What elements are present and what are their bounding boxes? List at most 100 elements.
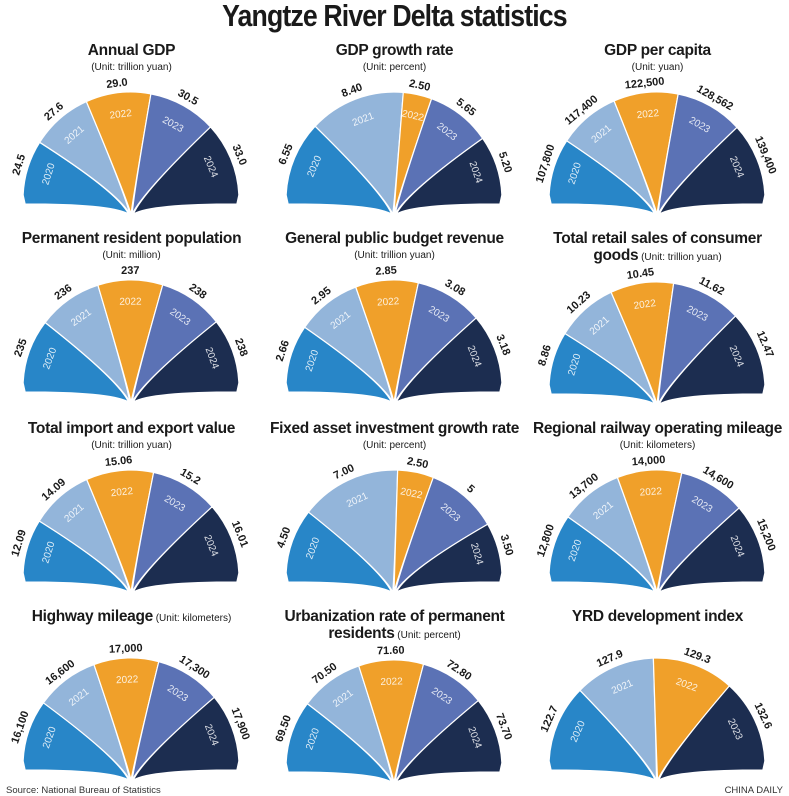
chart-title-text: GDP per capita xyxy=(604,42,711,59)
year-label: 2022 xyxy=(119,297,142,308)
fan-segment-2024 xyxy=(658,126,766,216)
year-label: 2022 xyxy=(377,296,400,309)
chart-unit: (Unit: million) xyxy=(102,250,161,261)
chart-unit: (Unit: yuan) xyxy=(631,62,684,73)
chart-title-text: Urbanization rate of permanent xyxy=(284,608,505,625)
value-label: 235 xyxy=(12,337,30,358)
chart-title: General public budget revenue xyxy=(263,230,526,247)
chart-panel: 2.66 2020 2.95 2021 2.85 2022 3.08 2023 3.18 2024… xyxy=(263,228,526,418)
chart-title-text: Highway mileage xyxy=(31,608,154,625)
chart-unit: (Unit: percent) xyxy=(394,630,461,641)
value-label: 2.50 xyxy=(408,78,432,94)
value-label: 2.85 xyxy=(375,264,397,277)
fan-chart: 12,800 202013,700202114,000202214,6002023… xyxy=(535,454,778,594)
chart-title: Permanent resident population xyxy=(0,230,263,247)
chart-unit: (Unit: trillion yuan) xyxy=(91,62,172,73)
value-label: 3.50 xyxy=(498,533,516,557)
chart-title: Total import and export value xyxy=(0,420,263,437)
year-label: 2022 xyxy=(399,486,423,501)
fan-segment-2024 xyxy=(132,696,240,782)
chart-panel: 24.5 2020 27.6 2021 29.0 2022 30.5 2023 33.0 2024… xyxy=(0,40,263,230)
credit-note: CHINA DAILY xyxy=(724,785,783,796)
chart-unit: (Unit: percent) xyxy=(362,62,427,73)
chart-title: Fixed asset investment growth rate xyxy=(263,420,526,437)
chart-title-text: Annual GDP xyxy=(87,42,176,59)
chart-title-text: GDP growth rate xyxy=(335,42,454,59)
year-label: 2022 xyxy=(380,676,403,688)
chart-title-text: YRD development index xyxy=(571,608,744,625)
chart-panel: 122.7 2020 127.9 2021 129.3 2022 132.6 2023 YRD … xyxy=(526,606,789,796)
chart-title-text: Regional railway operating mileage xyxy=(532,420,783,437)
value-label: 17,000 xyxy=(109,642,143,655)
value-label: 2.50 xyxy=(406,455,429,471)
chart-panel: 107,800 2020 117,400 2021 122,500 2022 128,562… xyxy=(526,40,789,230)
value-label: 71.60 xyxy=(377,645,405,658)
value-label: 29.0 xyxy=(106,77,129,91)
year-label: 2022 xyxy=(401,108,426,124)
fan-segment-2024 xyxy=(132,505,240,594)
chart-title: Regional railway operating mileage xyxy=(526,420,789,437)
chart-title: YRD development index xyxy=(526,608,789,625)
value-label: 8.86 xyxy=(536,344,554,368)
fan-segment-2024 xyxy=(394,137,503,216)
value-label: 122,500 xyxy=(624,75,665,91)
chart-title: Highway mileage (Unit: kilometers) xyxy=(0,608,263,627)
fan-segment-2024 xyxy=(394,523,503,594)
year-label: 2022 xyxy=(109,108,133,122)
fan-segment-2024 xyxy=(395,699,503,784)
chart-panel: 16,100 2020 16,600 2021 17,000 2022 17,300 2023… xyxy=(0,606,263,796)
chart-unit: (Unit: kilometers) xyxy=(619,440,696,451)
year-label: 2022 xyxy=(636,108,660,121)
chart-title-text: Fixed asset investment growth rate xyxy=(269,420,520,437)
chart-panel: 69.50 2020 70.50 2021 71.60 2022 72.80 2023 73.7… xyxy=(263,606,526,796)
year-label: 2022 xyxy=(116,674,139,686)
chart-title: Total retail sales of consumer goods (Uni… xyxy=(526,230,789,266)
fan-segment-2023 xyxy=(657,685,766,782)
chart-title-text: Permanent resident population xyxy=(21,230,242,247)
year-label: 2022 xyxy=(639,486,662,499)
value-label: 237 xyxy=(121,265,139,277)
value-label: 238 xyxy=(232,337,250,358)
value-label: 5 xyxy=(464,483,476,496)
year-label: 2022 xyxy=(110,486,134,499)
chart-unit: (Unit: percent) xyxy=(362,440,427,451)
fan-chart: 8.86 202010.23202110.45202211.62202312.47… xyxy=(536,266,776,406)
fan-segment-2024 xyxy=(658,507,766,594)
fan-chart: 107,800 2020117,4002021122,5002022128,562… xyxy=(534,75,778,216)
chart-title-text-line2: goods xyxy=(593,247,639,264)
value-label: 10.45 xyxy=(626,266,655,282)
chart-title-text: General public budget revenue xyxy=(285,230,504,247)
chart-panel: 4.50 2020 7.00 2021 2.50 2022 5 2023 3.50 2024 Fix… xyxy=(263,418,526,608)
value-label: 15.06 xyxy=(104,454,133,469)
chart-title: GDP growth rate xyxy=(263,42,526,59)
chart-panel: 235 2020 236 2021 237 2022 238 2023 238 2024 Perma… xyxy=(0,228,263,418)
source-note: Source: National Bureau of Statistics xyxy=(6,785,161,796)
chart-unit: (Unit: kilometers) xyxy=(152,613,232,624)
fan-chart: 12.09 202014.09202115.06202215.2202316.01… xyxy=(9,454,250,594)
year-label: 2022 xyxy=(633,298,657,312)
chart-title: GDP per capita xyxy=(526,42,789,59)
main-title: Yangtze River Delta statistics xyxy=(222,0,567,33)
fan-segment-2024 xyxy=(132,320,240,404)
chart-panel: 6.55 2020 8.40 2021 2.50 2022 5.65 2023 5.20 2024… xyxy=(263,40,526,230)
chart-title: Annual GDP xyxy=(0,42,263,59)
chart-unit: (Unit: trillion yuan) xyxy=(91,440,172,451)
fan-segment-2024 xyxy=(132,126,240,216)
chart-panel: 12,800 2020 13,700 2021 14,000 2022 14,600 2023… xyxy=(526,418,789,608)
chart-unit: (Unit: trillion yuan) xyxy=(354,250,435,261)
chart-unit: (Unit: trillion yuan) xyxy=(638,252,722,263)
fan-segment-2024 xyxy=(395,317,503,404)
chart-title-text: Total retail sales of consumer xyxy=(553,230,762,247)
chart-title-text-line2: residents xyxy=(328,625,395,642)
chart-panel: 12.09 2020 14.09 2021 15.06 2022 15.2 2023 16.01… xyxy=(0,418,263,608)
chart-panel: 8.86 2020 10.23 2021 10.45 2022 11.62 2023 12.47… xyxy=(526,228,789,418)
value-label: 14,000 xyxy=(631,454,665,468)
